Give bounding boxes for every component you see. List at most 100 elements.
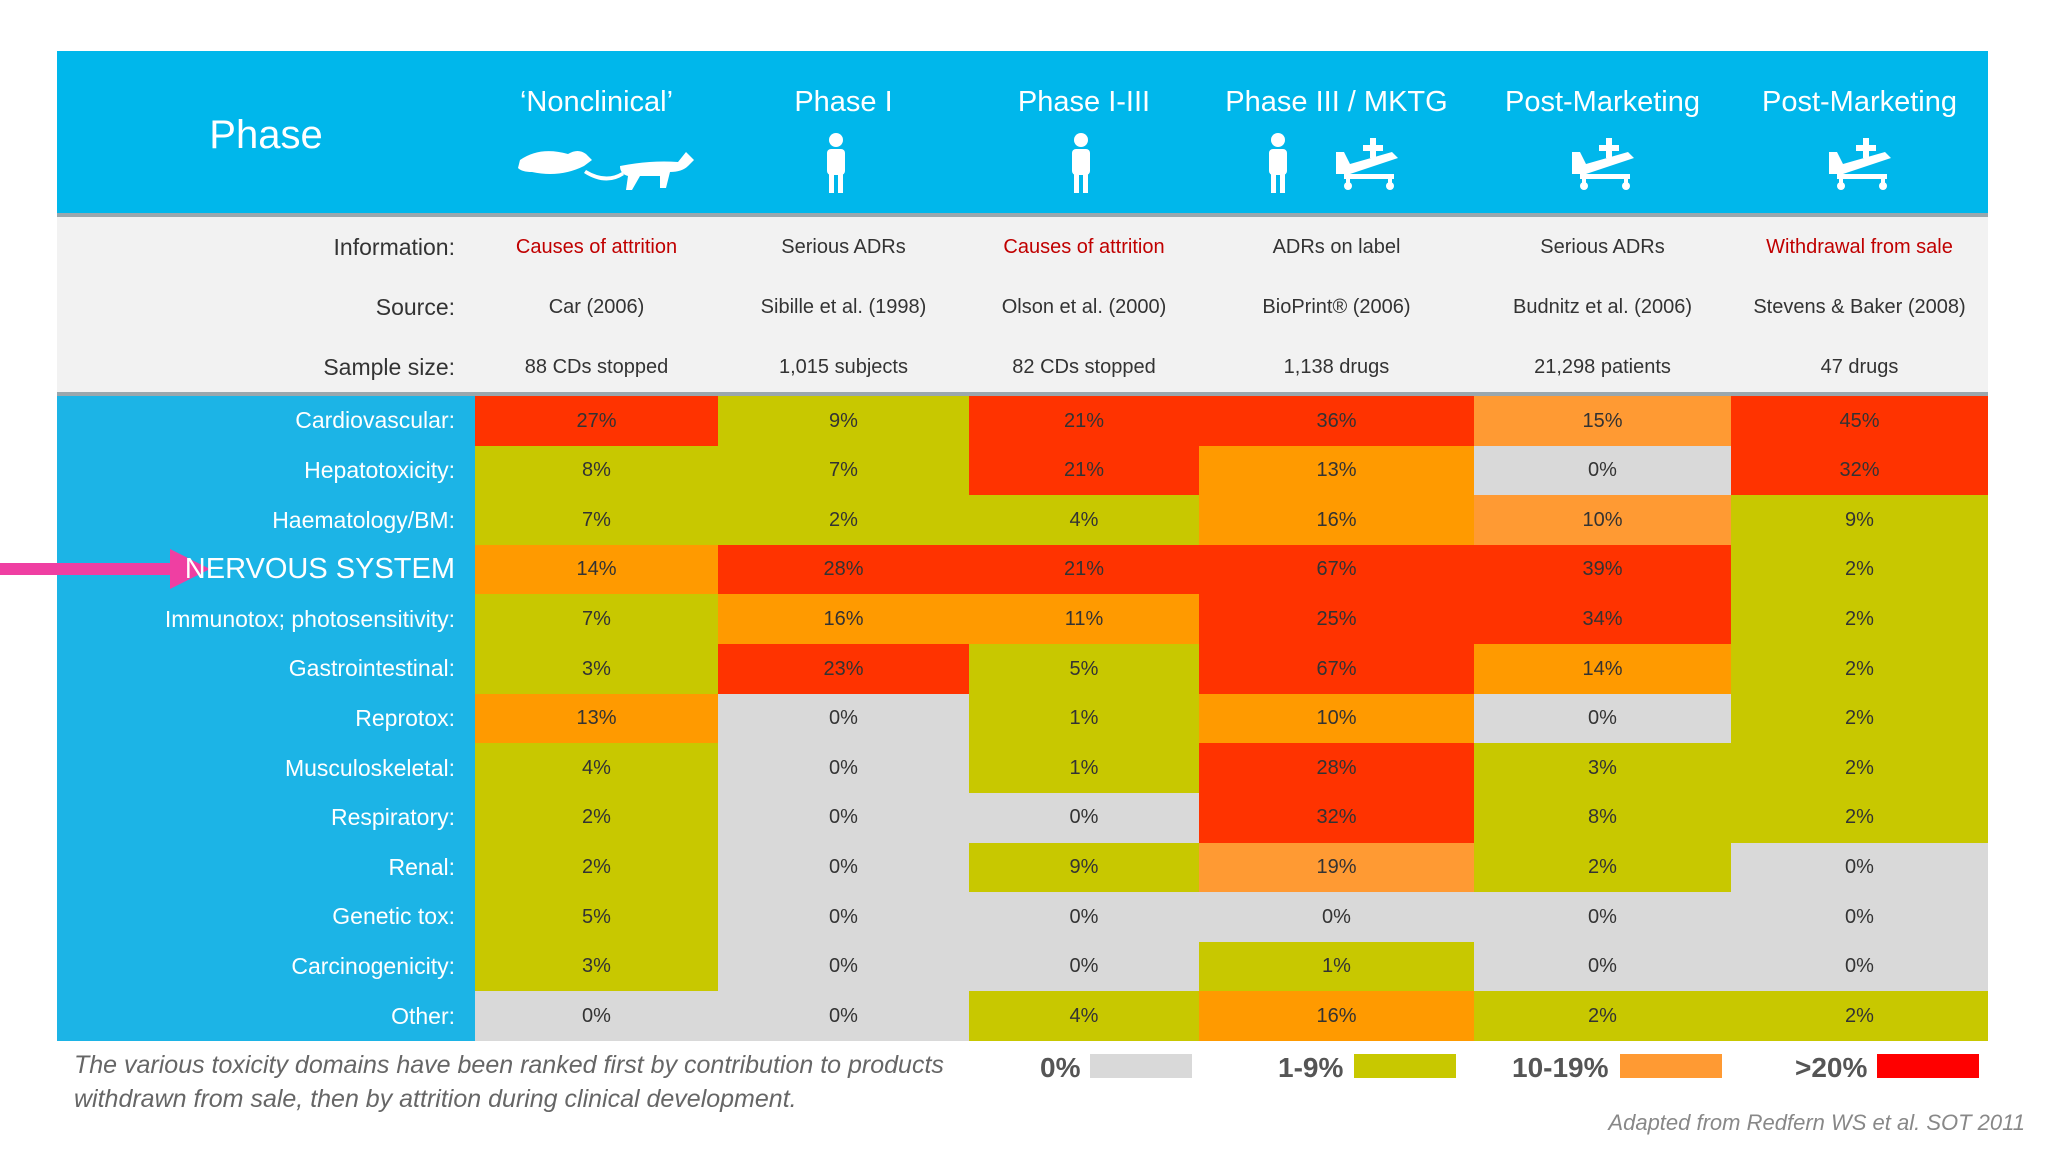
- cell: 0%: [718, 743, 969, 794]
- info-label: Source:: [375, 293, 455, 320]
- info-cell: Stevens & Baker (2008): [1753, 295, 1966, 318]
- info-cell: 1,138 drugs: [1283, 355, 1390, 378]
- cell: 8%: [1474, 792, 1731, 844]
- footnote: The various toxicity domains have been r…: [74, 1050, 944, 1079]
- cell: 2%: [475, 792, 718, 844]
- cell: 25%: [1199, 594, 1474, 645]
- phase-header: Post-Marketing: [1504, 85, 1700, 118]
- cell: 8%: [475, 445, 718, 496]
- cell: 9%: [718, 396, 969, 447]
- cell: 34%: [1474, 594, 1731, 645]
- cell: 32%: [1199, 792, 1474, 844]
- phase-title: Phase: [209, 112, 323, 157]
- info-cell: 88 CDs stopped: [524, 355, 669, 378]
- legend-swatch: [1090, 1054, 1192, 1078]
- cell: 15%: [1474, 396, 1731, 447]
- cell: 4%: [969, 991, 1199, 1042]
- info-cell: Budnitz et al. (2006): [1513, 295, 1692, 318]
- row-label: Immunotox; photosensitivity:: [164, 605, 455, 632]
- info-band: [57, 217, 1988, 392]
- legend-label: 10-19%: [1512, 1052, 1609, 1083]
- cell: 0%: [475, 991, 718, 1042]
- info-cell: Causes of attrition: [515, 235, 678, 258]
- cell: 7%: [718, 445, 969, 496]
- arrow: [0, 549, 210, 589]
- info-label: Sample size:: [323, 353, 455, 380]
- cell: 0%: [718, 792, 969, 844]
- row-label: Hepatotoxicity:: [304, 456, 455, 483]
- cell: 5%: [969, 644, 1199, 695]
- info-label: Information:: [333, 233, 455, 260]
- cell: 13%: [475, 693, 718, 744]
- cell: 39%: [1474, 544, 1731, 595]
- cell: 4%: [969, 495, 1199, 546]
- info-cell: Causes of attrition: [1003, 235, 1165, 258]
- info-cell: 47 drugs: [1820, 355, 1899, 378]
- cell: 0%: [969, 941, 1199, 992]
- cell: 9%: [969, 842, 1199, 893]
- cell: 67%: [1199, 544, 1474, 595]
- cell: 14%: [475, 544, 718, 595]
- info-cell: Withdrawal from sale: [1766, 235, 1953, 258]
- cell: 1%: [969, 743, 1199, 794]
- cell: 19%: [1199, 842, 1474, 893]
- cell: 16%: [1199, 495, 1474, 546]
- cell: 2%: [1731, 991, 1988, 1042]
- legend-swatch: [1354, 1054, 1456, 1078]
- cell: 13%: [1199, 445, 1474, 496]
- cell: 23%: [718, 644, 969, 695]
- cell: 0%: [718, 892, 969, 943]
- legend-label: >20%: [1795, 1052, 1868, 1083]
- cell: 67%: [1199, 644, 1474, 695]
- cell: 3%: [475, 941, 718, 992]
- cell: 0%: [969, 892, 1199, 943]
- cell: 1%: [1199, 941, 1474, 992]
- cell: 21%: [969, 544, 1199, 595]
- cell: 0%: [1199, 892, 1474, 943]
- cell: 10%: [1199, 693, 1474, 744]
- info-cell: Olson et al. (2000): [1001, 295, 1167, 318]
- info-cell: 21,298 patients: [1534, 355, 1671, 378]
- legend-label: 1-9%: [1278, 1052, 1344, 1083]
- info-cell: 82 CDs stopped: [1012, 355, 1156, 378]
- cell: 36%: [1199, 396, 1474, 447]
- cell: 3%: [1474, 743, 1731, 794]
- phase-header: Phase I: [794, 85, 893, 118]
- row-label: Renal:: [388, 853, 455, 880]
- legend-swatch: [1877, 1054, 1979, 1078]
- cell: 21%: [969, 396, 1199, 447]
- info-cell: Serious ADRs: [781, 235, 906, 258]
- cell: 11%: [969, 594, 1199, 645]
- info-cell: Serious ADRs: [1540, 235, 1665, 258]
- cell: 0%: [1474, 941, 1731, 992]
- legend-swatch: [1620, 1054, 1722, 1078]
- phase-header: Post-Marketing: [1761, 85, 1957, 118]
- cell: 2%: [1474, 842, 1731, 893]
- cell: 0%: [1474, 445, 1731, 496]
- credit: Adapted from Redfern WS et al. SOT 2011: [1608, 1110, 2025, 1135]
- row-label: Reprotox:: [355, 704, 455, 731]
- cell: 5%: [475, 892, 718, 943]
- cell: 0%: [1731, 892, 1988, 943]
- cell: 16%: [718, 594, 969, 645]
- divider: [57, 213, 1988, 217]
- header-band: [57, 51, 1988, 213]
- cell: 2%: [1731, 693, 1988, 744]
- divider: [57, 392, 1988, 396]
- row-label: NERVOUS SYSTEM: [184, 553, 455, 586]
- info-cell: Car (2006): [548, 295, 645, 318]
- info-cell: Sibille et al. (1998): [760, 295, 927, 318]
- row-label: Respiratory:: [331, 804, 455, 831]
- cell: 27%: [475, 396, 718, 447]
- cell: 0%: [718, 693, 969, 744]
- cell: 7%: [475, 594, 718, 645]
- cell: 2%: [475, 842, 718, 893]
- info-cell: 1,015 subjects: [779, 355, 908, 378]
- cell: 4%: [475, 743, 718, 794]
- info-cell: BioPrint® (2006): [1262, 295, 1411, 318]
- cell: 0%: [718, 941, 969, 992]
- cell: 16%: [1199, 991, 1474, 1042]
- phase-header: Phase I-III: [1017, 85, 1151, 118]
- row-label: Carcinogenicity:: [291, 953, 455, 980]
